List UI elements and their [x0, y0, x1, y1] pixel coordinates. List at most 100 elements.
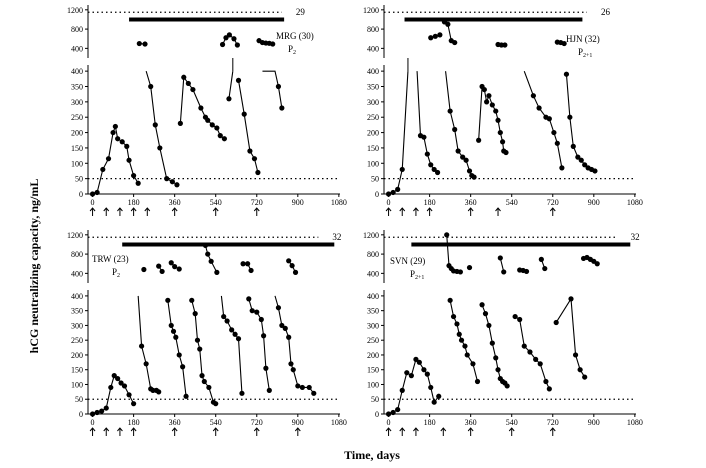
data-point — [136, 40, 142, 47]
x-tick-label: 900 — [292, 418, 304, 427]
data-line — [204, 245, 218, 273]
injection-arrow-head — [413, 207, 419, 212]
data-point — [156, 389, 162, 395]
x-tick-label: 540 — [506, 418, 518, 427]
bottom-y-tick-label: 400 — [367, 292, 379, 301]
data-point — [501, 269, 507, 275]
data-point — [170, 328, 177, 334]
data-point — [582, 374, 588, 380]
injection-arrow-head — [171, 207, 178, 212]
data-point — [232, 331, 238, 337]
injection-arrow-head — [117, 427, 123, 432]
top-y-tick-label: 800 — [71, 25, 83, 34]
data-point — [408, 373, 414, 379]
data-line — [274, 295, 315, 394]
data-point — [462, 343, 468, 349]
data-point — [432, 33, 438, 39]
data-point — [486, 93, 492, 99]
x-tick-label: 900 — [588, 418, 600, 427]
data-point — [248, 267, 254, 274]
data-point — [89, 411, 96, 417]
bottom-y-tick-label: 0 — [375, 410, 379, 419]
bottom-y-tick-label: 100 — [367, 159, 379, 168]
bottom-y-tick-label: 200 — [367, 351, 379, 360]
data-line — [167, 300, 187, 397]
data-point — [538, 256, 544, 262]
parity-subscript: 2 — [293, 50, 296, 56]
data-point — [594, 261, 600, 267]
x-tick-label: 540 — [210, 198, 222, 207]
bottom-y-tick-label: 300 — [367, 98, 379, 107]
data-point — [290, 367, 296, 373]
injection-arrow-head — [253, 207, 260, 212]
data-point — [185, 80, 191, 87]
data-point — [489, 102, 495, 108]
data-point — [395, 186, 401, 192]
data-point — [251, 156, 258, 162]
data-point — [103, 405, 109, 411]
injection-arrow-head — [89, 427, 96, 432]
data-point — [168, 322, 174, 329]
injection-arrow-head — [549, 427, 556, 432]
injection-arrow-head — [130, 207, 137, 212]
data-point — [424, 371, 430, 377]
data-point — [131, 401, 137, 407]
bottom-y-tick-label: 250 — [367, 113, 379, 122]
data-point — [192, 311, 198, 317]
injection-arrow-head — [549, 207, 556, 212]
top-y-tick-label: 400 — [71, 44, 83, 53]
data-point — [181, 74, 187, 80]
data-point — [142, 41, 148, 47]
x-tick-label: 900 — [292, 198, 304, 207]
data-point — [578, 157, 584, 163]
data-point — [311, 390, 317, 396]
data-point — [275, 305, 282, 311]
data-point — [126, 392, 132, 398]
count-label: 32 — [332, 232, 341, 242]
data-point — [399, 387, 405, 393]
data-point — [201, 378, 207, 385]
injection-arrow-head — [212, 207, 219, 212]
data-point — [164, 176, 170, 182]
data-point — [245, 261, 251, 267]
data-point — [131, 172, 137, 179]
data-line — [388, 71, 409, 195]
data-point — [499, 139, 506, 145]
x-tick-label: 1080 — [331, 418, 347, 427]
data-point — [568, 296, 574, 302]
bottom-y-tick-label: 300 — [71, 321, 83, 330]
data-point — [108, 384, 114, 391]
data-point — [416, 359, 422, 365]
data-point — [553, 319, 559, 326]
x-tick-label: 0 — [387, 198, 391, 207]
injection-arrow-head — [440, 427, 447, 432]
injection-arrow-head — [467, 427, 474, 432]
data-point — [194, 337, 201, 343]
data-point — [436, 393, 442, 399]
data-point — [570, 143, 576, 149]
data-point — [404, 370, 410, 376]
data-point — [118, 380, 124, 386]
parity-subscript: 2+1 — [583, 53, 592, 59]
injection-arrow-head — [103, 427, 110, 432]
data-point — [497, 129, 503, 136]
x-tick-label: 720 — [547, 418, 559, 427]
x-tick-label: 180 — [424, 418, 436, 427]
data-line — [416, 71, 438, 173]
data-point — [209, 122, 215, 128]
bottom-y-tick-label: 300 — [367, 321, 379, 330]
parity-label: P2 — [112, 267, 120, 279]
injection-arrow-head — [89, 207, 96, 212]
data-point — [235, 336, 242, 342]
data-point — [458, 337, 465, 343]
injection-arrow-head — [413, 427, 419, 432]
data-line — [565, 74, 596, 172]
data-point — [202, 242, 209, 249]
data-point — [385, 411, 392, 417]
data-point — [495, 367, 501, 373]
bottom-y-tick-label: 150 — [367, 366, 379, 375]
data-point — [199, 373, 205, 379]
bottom-y-tick-label: 150 — [71, 366, 83, 375]
data-point — [176, 352, 182, 358]
